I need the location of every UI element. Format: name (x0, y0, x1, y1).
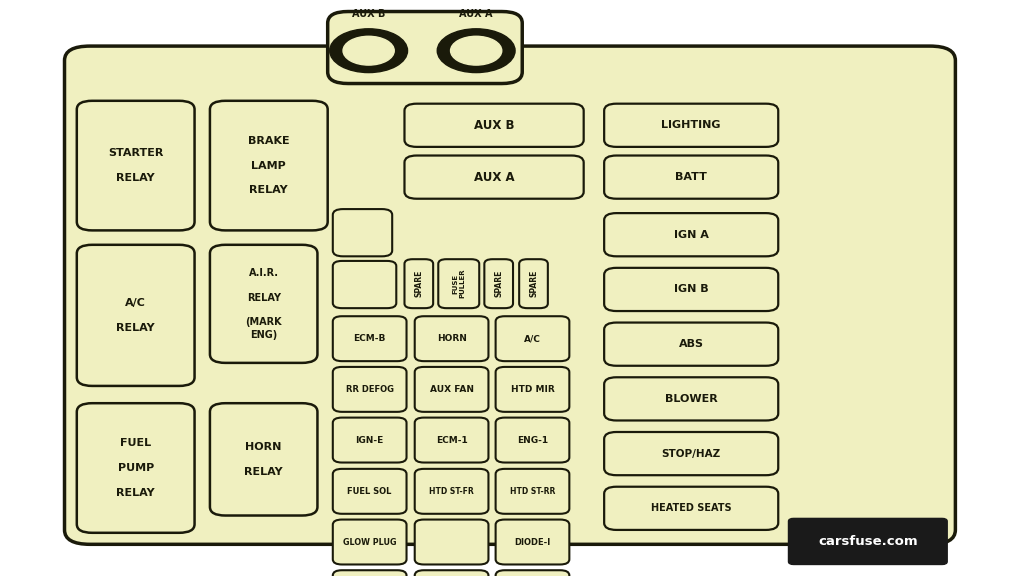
FancyBboxPatch shape (404, 156, 584, 199)
FancyBboxPatch shape (77, 245, 195, 386)
FancyBboxPatch shape (604, 268, 778, 311)
FancyBboxPatch shape (604, 487, 778, 530)
FancyBboxPatch shape (604, 377, 778, 420)
FancyBboxPatch shape (333, 520, 407, 564)
Text: STOP/HAZ: STOP/HAZ (662, 449, 721, 458)
Text: GLOW PLUG: GLOW PLUG (343, 537, 396, 547)
Text: AUX A: AUX A (474, 170, 514, 184)
FancyBboxPatch shape (604, 104, 778, 147)
FancyBboxPatch shape (415, 316, 488, 361)
Text: HEATED SEATS: HEATED SEATS (651, 503, 731, 513)
Text: STARTER

RELAY: STARTER RELAY (108, 148, 164, 183)
FancyBboxPatch shape (333, 261, 396, 308)
FancyBboxPatch shape (210, 245, 317, 363)
Text: ENG-1: ENG-1 (517, 435, 548, 445)
Text: IGN-E: IGN-E (355, 435, 384, 445)
Text: BATT: BATT (675, 172, 708, 182)
Text: SPARE: SPARE (415, 270, 423, 297)
Text: AUX B: AUX B (474, 119, 514, 132)
FancyBboxPatch shape (210, 101, 328, 230)
FancyBboxPatch shape (496, 367, 569, 412)
FancyBboxPatch shape (496, 520, 569, 564)
FancyBboxPatch shape (788, 518, 947, 564)
Text: BRAKE

LAMP

RELAY: BRAKE LAMP RELAY (248, 136, 290, 195)
Text: HORN: HORN (436, 334, 467, 343)
FancyBboxPatch shape (484, 259, 513, 308)
FancyBboxPatch shape (496, 570, 569, 576)
FancyBboxPatch shape (333, 469, 407, 514)
FancyBboxPatch shape (604, 432, 778, 475)
Text: IGN A: IGN A (674, 230, 709, 240)
Text: DIODE-I: DIODE-I (514, 537, 551, 547)
Text: HTD ST-FR: HTD ST-FR (429, 487, 474, 496)
FancyBboxPatch shape (496, 469, 569, 514)
FancyBboxPatch shape (404, 259, 433, 308)
Text: AUX FAN: AUX FAN (430, 385, 473, 394)
FancyBboxPatch shape (604, 323, 778, 366)
Text: RR DEFOG: RR DEFOG (346, 385, 393, 394)
Text: FUEL

PUMP

RELAY: FUEL PUMP RELAY (117, 438, 155, 498)
FancyBboxPatch shape (604, 213, 778, 256)
FancyBboxPatch shape (77, 403, 195, 533)
FancyBboxPatch shape (404, 104, 584, 147)
FancyBboxPatch shape (333, 367, 407, 412)
Text: IGN B: IGN B (674, 285, 709, 294)
Circle shape (330, 29, 408, 73)
Text: HTD ST-RR: HTD ST-RR (510, 487, 555, 496)
Text: FUSE
PULLER: FUSE PULLER (452, 269, 466, 298)
Text: ABS: ABS (679, 339, 703, 349)
FancyBboxPatch shape (333, 316, 407, 361)
Circle shape (437, 29, 515, 73)
FancyBboxPatch shape (328, 12, 522, 84)
Text: LIGHTING: LIGHTING (662, 120, 721, 130)
FancyBboxPatch shape (415, 418, 488, 463)
FancyBboxPatch shape (415, 469, 488, 514)
FancyBboxPatch shape (333, 418, 407, 463)
FancyBboxPatch shape (65, 46, 955, 544)
Text: HTD MIR: HTD MIR (511, 385, 554, 394)
Text: AUX B: AUX B (352, 9, 385, 20)
Text: A/C

RELAY: A/C RELAY (117, 298, 155, 333)
Circle shape (451, 36, 502, 65)
FancyBboxPatch shape (496, 316, 569, 361)
Circle shape (343, 36, 394, 65)
FancyBboxPatch shape (415, 520, 488, 564)
Text: SPARE: SPARE (529, 270, 538, 297)
Text: FUEL SOL: FUEL SOL (347, 487, 392, 496)
FancyBboxPatch shape (415, 367, 488, 412)
FancyBboxPatch shape (604, 156, 778, 199)
FancyBboxPatch shape (333, 570, 407, 576)
Text: BLOWER: BLOWER (665, 394, 718, 404)
FancyBboxPatch shape (519, 259, 548, 308)
FancyBboxPatch shape (210, 403, 317, 516)
FancyBboxPatch shape (333, 209, 392, 256)
Text: carsfuse.com: carsfuse.com (818, 535, 918, 548)
FancyBboxPatch shape (438, 259, 479, 308)
Text: A.I.R.

RELAY

(MARK
ENG): A.I.R. RELAY (MARK ENG) (246, 268, 282, 340)
Text: A/C: A/C (524, 334, 541, 343)
Text: AUX A: AUX A (460, 9, 493, 20)
Text: ECM-B: ECM-B (353, 334, 386, 343)
FancyBboxPatch shape (77, 101, 195, 230)
Text: HORN

RELAY: HORN RELAY (245, 442, 283, 477)
FancyBboxPatch shape (415, 570, 488, 576)
Text: SPARE: SPARE (495, 270, 503, 297)
FancyBboxPatch shape (496, 418, 569, 463)
Text: ECM-1: ECM-1 (435, 435, 468, 445)
